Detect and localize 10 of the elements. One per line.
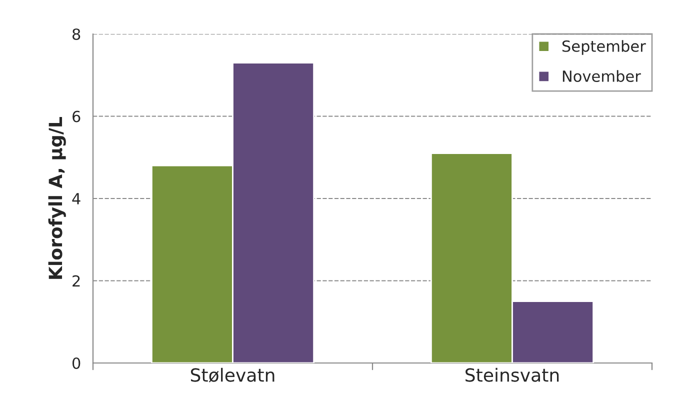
y-axis-title: Klorofyll A, µg/L (48, 117, 66, 279)
x-tick-label: Stølevatn (190, 368, 274, 382)
y-tick-label: 4 (72, 193, 80, 204)
y-tick-label: 6 (72, 110, 80, 122)
x-tick-label: Steinsvatn (466, 368, 559, 382)
y-tick-label: 2 (72, 275, 80, 287)
legend-label: September (562, 40, 646, 55)
y-tick-label: 8 (72, 28, 80, 40)
y-tick-label: 0 (72, 357, 80, 370)
legend-label: November (562, 70, 641, 82)
